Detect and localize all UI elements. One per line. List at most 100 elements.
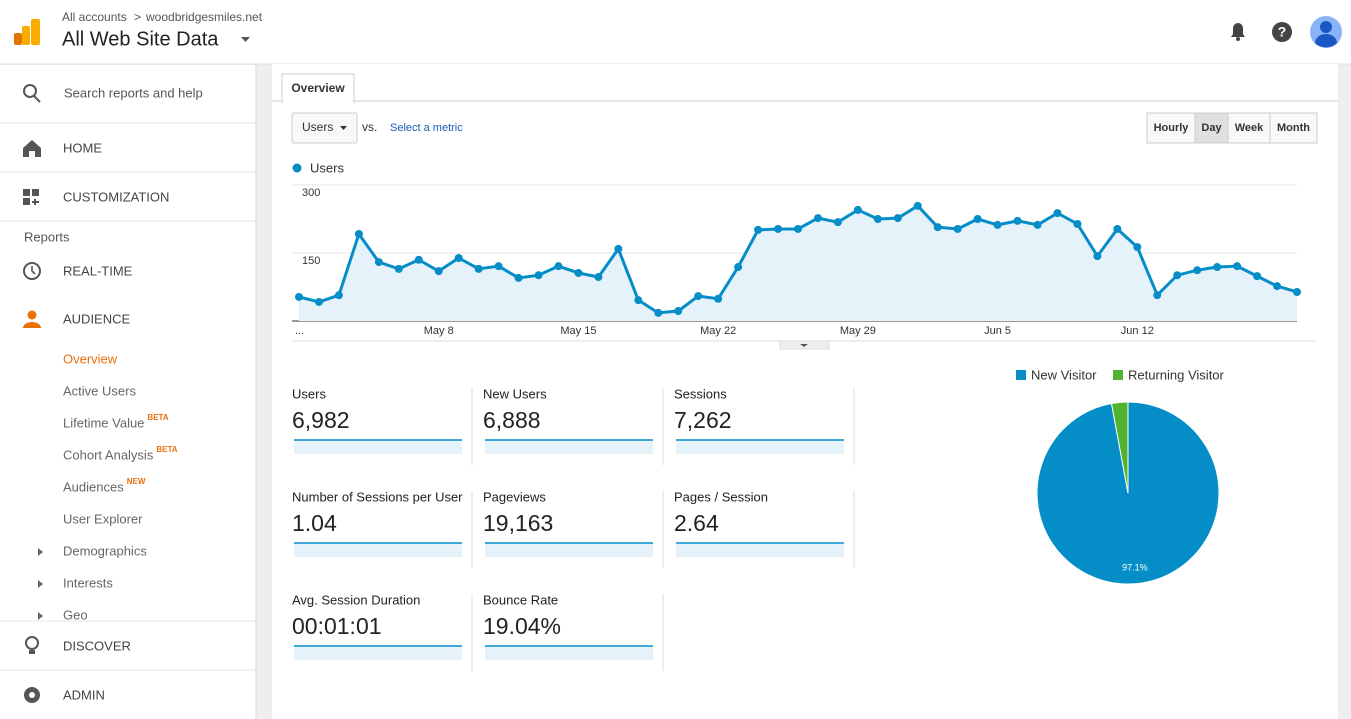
nav-subitem[interactable]: Overview: [63, 351, 118, 366]
legend-label[interactable]: Users: [310, 160, 344, 175]
search-box[interactable]: Search reports and help: [64, 85, 203, 100]
point[interactable]: [734, 263, 743, 272]
point[interactable]: [1073, 219, 1082, 228]
point[interactable]: [973, 215, 982, 223]
point[interactable]: [1273, 282, 1282, 291]
breadcrumb[interactable]: All accounts: [62, 10, 127, 24]
granularity-button[interactable]: [1269, 112, 1318, 144]
point[interactable]: [853, 205, 862, 214]
point[interactable]: [494, 262, 503, 271]
nav-subitem[interactable]: Active Users: [63, 383, 136, 398]
point[interactable]: [434, 267, 443, 276]
point[interactable]: [614, 244, 623, 253]
legend-label[interactable]: New Visitor: [1031, 367, 1097, 382]
tab-label[interactable]: Overview: [291, 81, 345, 95]
point[interactable]: [354, 229, 363, 238]
nav-item[interactable]: CUSTOMIZATION: [63, 189, 169, 204]
granularity-label[interactable]: Day: [1201, 122, 1222, 134]
granularity-button[interactable]: [1194, 112, 1229, 144]
point[interactable]: [714, 294, 723, 303]
metric-value: 6,982: [292, 407, 350, 433]
help-icon[interactable]: ?: [1272, 22, 1292, 42]
granularity-button[interactable]: [1227, 112, 1271, 144]
point[interactable]: [634, 296, 643, 305]
x-tick-label: May 15: [560, 325, 596, 337]
point[interactable]: [1153, 291, 1162, 300]
point[interactable]: [754, 225, 763, 234]
tab[interactable]: [281, 73, 355, 103]
point[interactable]: [314, 297, 323, 306]
point[interactable]: [554, 262, 563, 271]
expand-arrow[interactable]: [38, 580, 43, 588]
point[interactable]: [534, 271, 543, 280]
nav-subitem[interactable]: Audiences: [63, 479, 124, 494]
nav-subitem[interactable]: Cohort Analysis: [63, 447, 154, 462]
point[interactable]: [833, 218, 842, 227]
point[interactable]: [414, 255, 423, 264]
point[interactable]: [953, 224, 962, 233]
point[interactable]: [334, 291, 343, 300]
discover-icon: [25, 636, 39, 654]
point[interactable]: [594, 273, 603, 282]
point[interactable]: [1253, 272, 1262, 281]
point[interactable]: [1093, 252, 1102, 261]
point[interactable]: [1233, 262, 1242, 271]
point[interactable]: [514, 273, 523, 282]
metric-dropdown-label[interactable]: Users: [302, 120, 333, 134]
avatar[interactable]: [1310, 16, 1342, 48]
point[interactable]: [574, 268, 583, 277]
point[interactable]: [1293, 287, 1301, 296]
point[interactable]: [813, 214, 822, 223]
point[interactable]: [654, 308, 663, 317]
point[interactable]: [1173, 271, 1182, 280]
expand-arrow[interactable]: [38, 612, 43, 620]
granularity-label[interactable]: Week: [1235, 122, 1264, 134]
expand-arrow[interactable]: [38, 548, 43, 556]
point[interactable]: [374, 258, 383, 267]
pie-slice[interactable]: [1110, 401, 1129, 494]
bell-icon[interactable]: [1231, 23, 1245, 41]
point[interactable]: [694, 292, 703, 301]
granularity-label[interactable]: Month: [1277, 122, 1310, 134]
nav-item[interactable]: ADMIN: [63, 687, 105, 702]
nav-item[interactable]: REAL-TIME: [63, 263, 133, 278]
granularity-label[interactable]: Hourly: [1154, 122, 1190, 134]
select-metric-link[interactable]: Select a metric: [390, 122, 463, 134]
nav-item[interactable]: AUDIENCE: [63, 311, 131, 326]
nav-subitem[interactable]: User Explorer: [63, 511, 143, 526]
point[interactable]: [394, 264, 403, 273]
nav-item[interactable]: HOME: [63, 140, 102, 155]
point[interactable]: [774, 224, 783, 233]
point[interactable]: [933, 223, 942, 232]
nav-subitem[interactable]: Demographics: [63, 543, 147, 558]
metric-name: Pageviews: [483, 489, 546, 504]
nav-item[interactable]: DISCOVER: [63, 638, 131, 653]
point[interactable]: [893, 214, 902, 223]
view-selector[interactable]: All Web Site Data: [62, 28, 219, 50]
point[interactable]: [474, 264, 483, 273]
legend-marker: [292, 163, 302, 173]
point[interactable]: [1213, 263, 1222, 272]
nav-subitem[interactable]: Interests: [63, 575, 113, 590]
point[interactable]: [1193, 266, 1202, 275]
nav-subitem[interactable]: Geo: [63, 607, 88, 622]
breadcrumb[interactable]: woodbridgesmiles.net: [145, 10, 263, 24]
point[interactable]: [454, 253, 463, 262]
point[interactable]: [1133, 243, 1142, 252]
metric-dropdown[interactable]: [291, 112, 358, 144]
point[interactable]: [1113, 224, 1122, 233]
nav-subitem[interactable]: Lifetime Value: [63, 415, 144, 430]
point[interactable]: [674, 307, 683, 316]
point[interactable]: [913, 201, 922, 210]
point[interactable]: [1033, 220, 1042, 229]
collapse-handle[interactable]: [779, 340, 830, 350]
point[interactable]: [993, 220, 1002, 229]
legend-label[interactable]: Returning Visitor: [1128, 367, 1225, 382]
point[interactable]: [794, 224, 802, 233]
point[interactable]: [1053, 209, 1062, 218]
granularity-button[interactable]: [1146, 112, 1196, 144]
dropdown-icon[interactable]: [241, 37, 250, 42]
point[interactable]: [1013, 216, 1022, 225]
point[interactable]: [295, 292, 303, 301]
point[interactable]: [873, 215, 882, 223]
